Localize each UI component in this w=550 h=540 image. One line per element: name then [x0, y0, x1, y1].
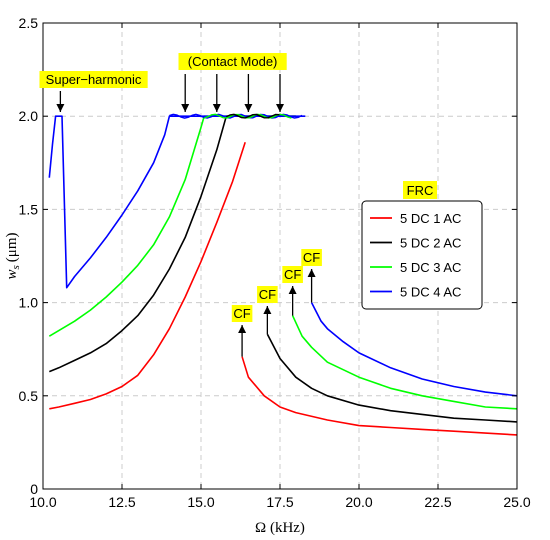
y-tick-label: 0.5 — [19, 388, 39, 404]
plateau-line-2 — [203, 113, 292, 119]
legend-entry-1: 5 DC 1 AC — [400, 211, 461, 226]
legend-entry-2: 5 DC 2 AC — [400, 236, 461, 251]
y-tick-label: 2.5 — [19, 15, 39, 31]
legend-title-bg — [403, 181, 437, 199]
cf-label-1: CF — [233, 306, 250, 321]
y-tick-label: 0 — [30, 481, 38, 497]
contact-mode-arrow-4-head — [276, 104, 284, 112]
contact-mode-label-bg — [178, 53, 287, 70]
cf-label-1-bg — [231, 305, 253, 322]
contact-mode-arrow-3-head — [244, 104, 253, 112]
cf-arrow-2-head — [263, 306, 272, 314]
ticks-group: 10.0 12.5 15.0 17.5 20.0 22.5 25.0 0 0.5 1.0 1.5 2.… — [19, 15, 531, 510]
x-tick-label: 22.5 — [424, 494, 451, 510]
cf-label-2: CF — [259, 287, 276, 302]
x-tick-label: 10.0 — [29, 494, 56, 510]
x-tick-label: 25.0 — [503, 494, 530, 510]
y-axis-title: ws (μm) — [4, 232, 22, 279]
y-tick-label: 1.0 — [19, 295, 39, 311]
cf-arrow-3-head — [288, 286, 297, 294]
legend-entry-4: 5 DC 4 AC — [400, 285, 461, 300]
svg-text:ws(μm): ws (μm) — [4, 232, 22, 279]
x-tick-label: 12.5 — [108, 494, 135, 510]
cf-label-3: CF — [284, 267, 301, 282]
x-tick-label: 20.0 — [345, 494, 372, 510]
contact-mode-arrow-1-head — [181, 104, 190, 112]
series-line-1-segment-1 — [49, 142, 246, 410]
cf-label-4-bg — [301, 249, 322, 266]
contact-mode-label: (Contact Mode) — [188, 54, 278, 69]
x-tick-label: 17.5 — [266, 494, 293, 510]
super-harmonic-arrow-head — [56, 104, 65, 112]
cf-arrow-1-head — [238, 325, 247, 333]
series-line-4-segment-2 — [310, 302, 518, 397]
cf-label-3-bg — [282, 266, 303, 283]
series-line-2-segment-2 — [266, 333, 518, 423]
super-harmonic-label: Super−harmonic — [46, 72, 142, 87]
contact-plateau-wiggle — [169, 113, 303, 119]
cf-label-2-bg — [257, 286, 278, 303]
y-axis-title-unit: (μm) — [4, 232, 20, 262]
plateau-line-3 — [225, 113, 280, 119]
y-axis-title-sub: s — [10, 265, 22, 269]
cf-label-4: CF — [303, 250, 320, 265]
series-line-3-segment-2 — [291, 315, 518, 410]
y-tick-label: 1.5 — [19, 201, 39, 217]
super-harmonic-label-bg — [39, 71, 148, 88]
legend-entry-3: 5 DC 3 AC — [400, 260, 461, 275]
legend-entries: 5 DC 1 AC 5 DC 2 AC 5 DC 3 AC 5 DC 4 AC — [370, 211, 461, 300]
contact-mode-arrow-2-head — [212, 104, 221, 112]
x-tick-label: 15.0 — [187, 494, 214, 510]
series-group — [48, 113, 518, 436]
y-tick-label: 2.0 — [19, 108, 39, 124]
legend-box — [361, 200, 483, 310]
x-axis-title: Ω (kHz) — [255, 520, 305, 536]
legend: FRC 5 DC 1 AC 5 DC 2 AC 5 DC 3 AC 5 DC 4 AC — [361, 181, 483, 310]
series-line-1-segment-2 — [241, 356, 518, 436]
y-axis-title-main: w — [4, 269, 20, 279]
legend-title: FRC — [407, 183, 434, 198]
cf-arrow-4-head — [307, 269, 316, 277]
